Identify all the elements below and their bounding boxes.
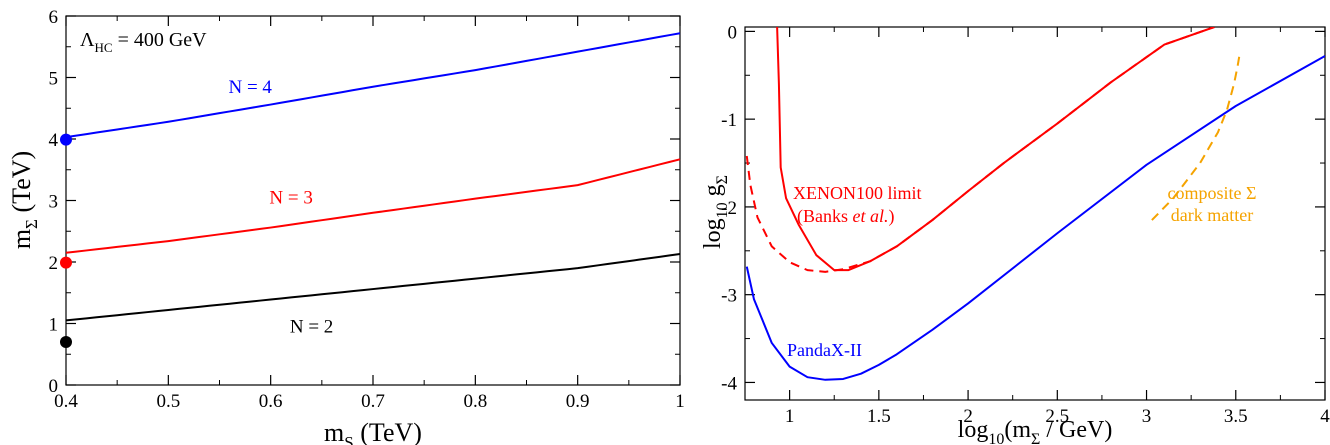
right-y-tick-label: -2 <box>721 198 737 219</box>
series-label: N = 2 <box>290 317 333 338</box>
left-chart: 0.4 0.5 0.6 0.7 0.8 0.9 1 0 1 2 3 4 5 6 N = 4 N = 3 N … <box>7 7 685 445</box>
left-plot-frame <box>65 15 681 386</box>
series-line <box>65 253 681 322</box>
pandax-label: PandaX-II <box>787 340 862 360</box>
right-y-tick-label: 0 <box>728 22 738 43</box>
composite-label-line2: dark matter <box>1171 205 1253 225</box>
right-x-axis-label: log10(mΣ / GeV) <box>958 417 1113 445</box>
series-line <box>65 158 681 254</box>
right-x-tick-label: 3.5 <box>1224 406 1248 427</box>
series-line <box>65 32 681 139</box>
left-y-tick-label: 2 <box>49 253 59 274</box>
left-x-tick-label: 0.7 <box>361 391 385 412</box>
right-y-tick-label: -4 <box>721 373 737 394</box>
left-y-tick-label: 6 <box>49 7 59 28</box>
left-y-tick-label: 0 <box>49 376 59 397</box>
right-x-tick-label: 2 <box>963 406 973 427</box>
right-x-tick-label: 2.5 <box>1045 406 1069 427</box>
xenon-label-line2: (Banks et al.) <box>797 206 895 227</box>
right-x-tick-label: 1.5 <box>867 406 891 427</box>
series-line <box>1151 55 1241 221</box>
right-chart: 1 1.5 2 2.5 3 3.5 4 0 -1 -2 -3 -4 XENON100 limit (… <box>700 22 1330 445</box>
series-line <box>745 27 1215 273</box>
right-x-tick-label: 1 <box>785 406 795 427</box>
series-line <box>745 55 1325 381</box>
left-x-axis-label: mS (TeV) <box>324 418 422 445</box>
left-annotation: ΛHC = 400 GeV <box>80 29 207 55</box>
right-y-tick-label: -1 <box>721 110 737 131</box>
left-x-tick-label: 0.9 <box>566 391 590 412</box>
series-point <box>60 256 72 269</box>
series-point <box>60 335 72 348</box>
right-plot-frame <box>744 26 1326 401</box>
series-label: N = 4 <box>228 77 272 98</box>
right-x-tick-label: 4 <box>1320 406 1330 427</box>
series-label: N = 3 <box>269 188 312 209</box>
series-line <box>776 27 1215 272</box>
left-x-tick-label: 0.6 <box>259 391 283 412</box>
left-x-tick-label: 0.4 <box>54 391 78 412</box>
left-y-tick-label: 3 <box>49 192 59 213</box>
left-x-tick-label: 1 <box>675 391 685 412</box>
left-x-tick-label: 0.5 <box>156 391 180 412</box>
xenon-label-line1: XENON100 limit <box>793 183 922 203</box>
left-y-tick-label: 1 <box>49 315 59 336</box>
left-x-tick-label: 0.8 <box>463 391 487 412</box>
composite-label-line1: composite Σ <box>1168 183 1257 203</box>
left-y-tick-label: 5 <box>49 69 59 90</box>
left-y-axis-label: mΣ (TeV) <box>7 151 41 249</box>
right-x-tick-label: 3 <box>1142 406 1152 427</box>
right-y-axis-label: log10 gΣ <box>700 175 731 249</box>
series-point <box>60 133 72 146</box>
right-y-tick-label: -3 <box>721 286 737 307</box>
left-y-tick-label: 4 <box>49 130 59 151</box>
